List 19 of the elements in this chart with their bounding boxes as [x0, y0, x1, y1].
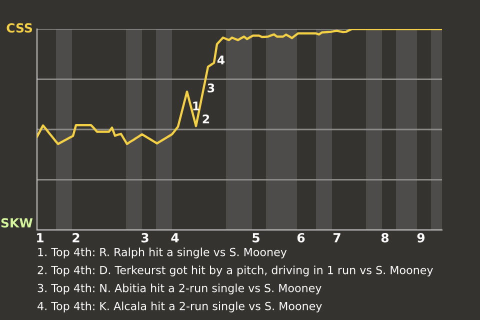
annotation: 1: [193, 102, 200, 110]
x-tick-label: 7: [333, 233, 340, 242]
text: SKW: [1, 218, 33, 228]
text: 2. Top 4th: D. Terkeurst got hit by a pitch, driving in 1 run vs S. Mooney: [38, 266, 433, 276]
x-tick-label: 6: [297, 233, 305, 242]
x-tick-label: 2: [72, 233, 80, 242]
annotation: 4: [217, 56, 225, 64]
x-tick-label: 8: [381, 233, 389, 242]
x-tick-label: 5: [252, 233, 260, 242]
x-tick-label: 4: [171, 233, 179, 242]
x-tick-label: 1: [37, 233, 44, 242]
text: 1. Top 4th: R. Ralph hit a single vs S. Mooney: [38, 248, 287, 258]
x-tick-label: 3: [141, 233, 148, 242]
text: CSS: [6, 23, 32, 33]
text: 3. Top 4th: N. Abitia hit a 2-run single vs S. Mooney: [38, 284, 322, 294]
annotation: 3: [208, 83, 214, 92]
annotation: 2: [202, 114, 210, 124]
x-tick-label: 9: [417, 233, 425, 242]
text: 4. Top 4th: K. Alcala hit a 2-run single vs S. Mooney: [38, 302, 322, 312]
